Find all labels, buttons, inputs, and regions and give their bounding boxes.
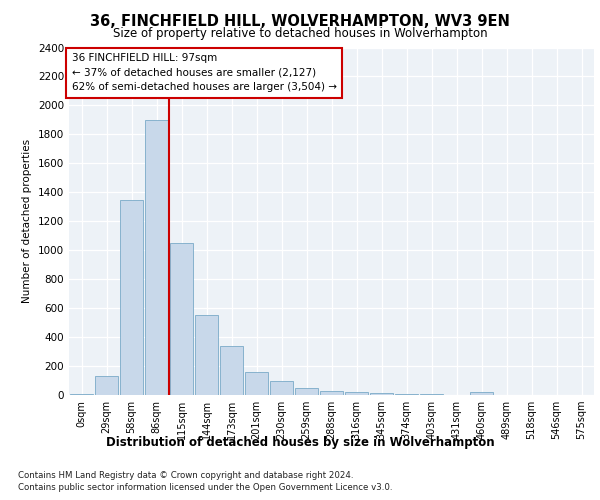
Text: 36 FINCHFIELD HILL: 97sqm
← 37% of detached houses are smaller (2,127)
62% of se: 36 FINCHFIELD HILL: 97sqm ← 37% of detac… [71, 52, 337, 92]
Bar [145, 120, 168, 395]
Text: Contains HM Land Registry data © Crown copyright and database right 2024.: Contains HM Land Registry data © Crown c… [18, 471, 353, 480]
Bar [170, 243, 193, 395]
Bar [345, 392, 368, 395]
Bar [95, 376, 118, 395]
Bar [420, 394, 443, 395]
Bar [295, 388, 318, 395]
Bar [195, 316, 218, 395]
Text: 36, FINCHFIELD HILL, WOLVERHAMPTON, WV3 9EN: 36, FINCHFIELD HILL, WOLVERHAMPTON, WV3 … [90, 14, 510, 29]
Bar [395, 394, 418, 395]
Bar [245, 372, 268, 395]
Y-axis label: Number of detached properties: Number of detached properties [22, 139, 32, 304]
Bar [370, 393, 393, 395]
Bar [320, 390, 343, 395]
Bar [70, 394, 93, 395]
Text: Size of property relative to detached houses in Wolverhampton: Size of property relative to detached ho… [113, 28, 487, 40]
Text: Distribution of detached houses by size in Wolverhampton: Distribution of detached houses by size … [106, 436, 494, 449]
Bar [220, 346, 243, 395]
Text: Contains public sector information licensed under the Open Government Licence v3: Contains public sector information licen… [18, 484, 392, 492]
Bar [120, 200, 143, 395]
Bar [470, 392, 493, 395]
Bar [270, 380, 293, 395]
